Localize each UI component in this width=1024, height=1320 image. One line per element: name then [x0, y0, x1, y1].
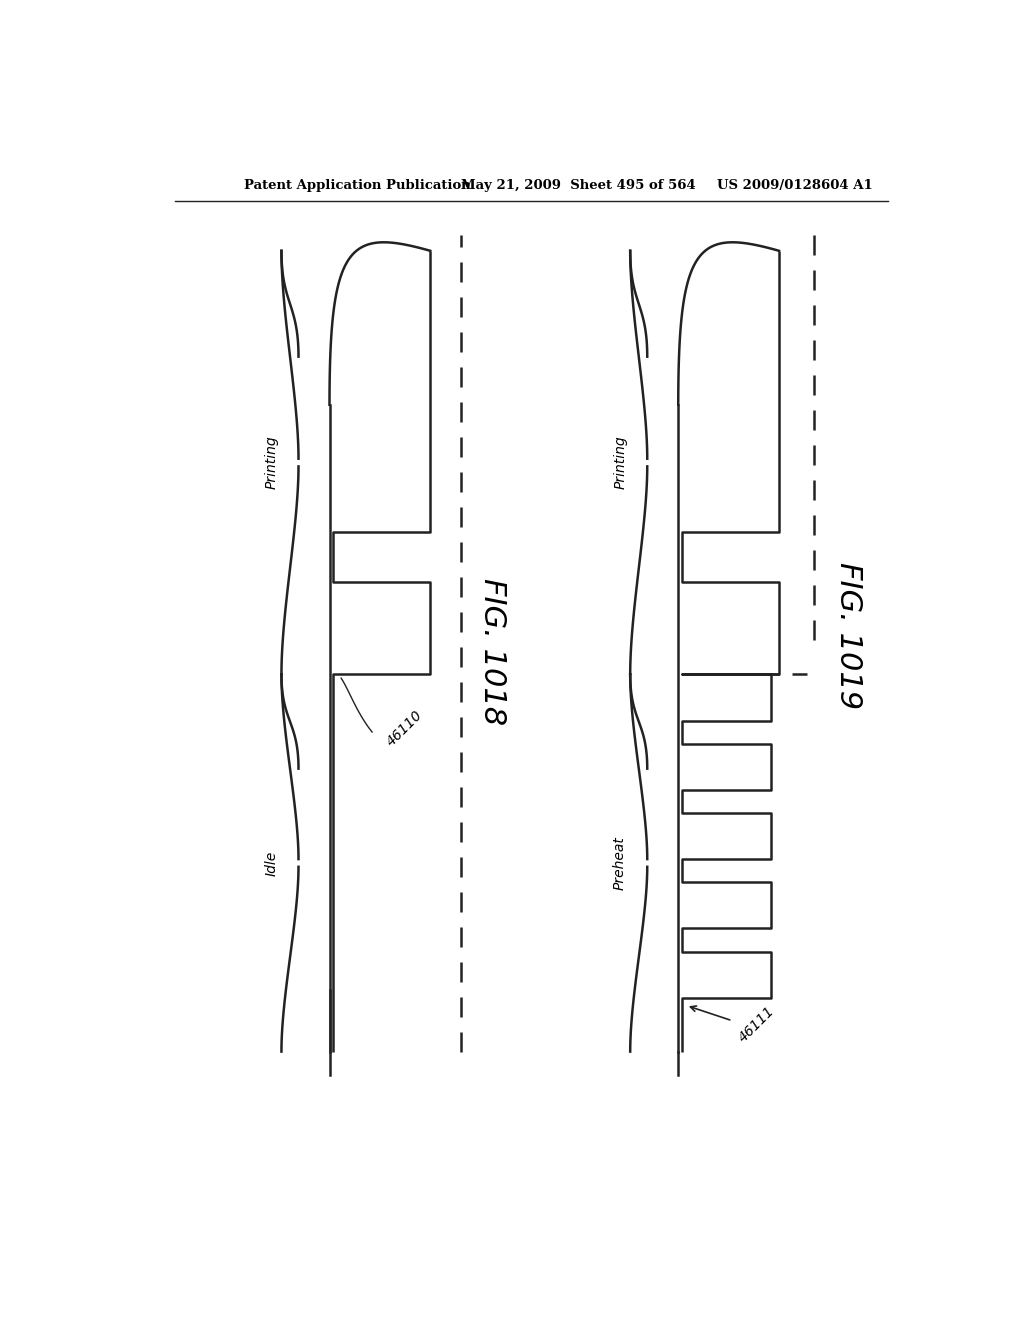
Text: Preheat: Preheat — [613, 836, 627, 890]
Text: 46110: 46110 — [384, 708, 425, 748]
Text: Printing: Printing — [264, 436, 279, 490]
Text: US 2009/0128604 A1: US 2009/0128604 A1 — [717, 178, 872, 191]
Text: Idle: Idle — [264, 850, 279, 875]
Text: Patent Application Publication: Patent Application Publication — [245, 178, 471, 191]
Text: Printing: Printing — [613, 436, 627, 490]
Text: FIG. 1018: FIG. 1018 — [478, 578, 507, 725]
Text: FIG. 1019: FIG. 1019 — [835, 562, 863, 709]
Text: 46111: 46111 — [736, 1005, 777, 1045]
Text: May 21, 2009  Sheet 495 of 564: May 21, 2009 Sheet 495 of 564 — [461, 178, 696, 191]
